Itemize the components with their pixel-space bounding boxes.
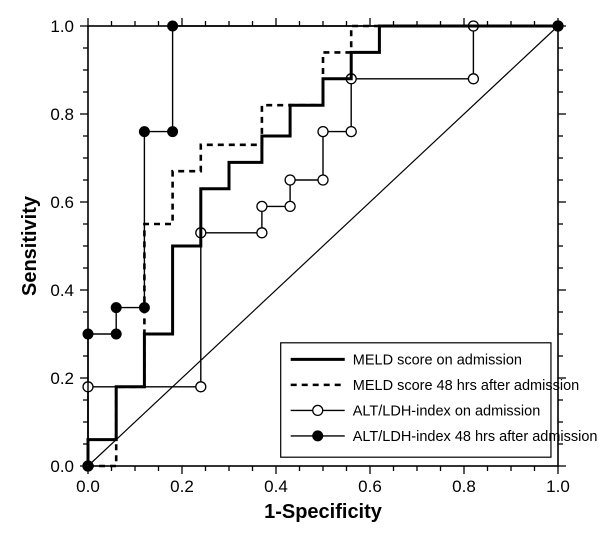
y-tick-label: 1.0 (50, 17, 74, 36)
legend-label: MELD score 48 hrs after admission (353, 378, 579, 394)
marker-altldh_adm (196, 382, 206, 392)
marker-altldh_48 (168, 127, 178, 137)
marker-altldh_48 (111, 329, 121, 339)
legend-sample-marker (313, 431, 323, 441)
marker-altldh_adm (285, 175, 295, 185)
marker-altldh_adm (285, 201, 295, 211)
x-tick-label: 0.2 (170, 477, 194, 496)
marker-altldh_48 (139, 127, 149, 137)
marker-altldh_adm (318, 175, 328, 185)
y-tick-label: 0.0 (50, 457, 74, 476)
legend-label: MELD score on admission (353, 352, 522, 368)
marker-altldh_adm (468, 74, 478, 84)
y-axis-label: Sensitivity (19, 195, 41, 296)
x-tick-label: 0.6 (358, 477, 382, 496)
marker-altldh_48 (168, 21, 178, 31)
marker-altldh_adm (318, 127, 328, 137)
x-tick-label: 0.0 (76, 477, 100, 496)
x-tick-label: 1.0 (546, 477, 570, 496)
x-tick-label: 0.8 (452, 477, 476, 496)
y-tick-label: 0.4 (50, 281, 74, 300)
marker-altldh_adm (346, 127, 356, 137)
x-tick-label: 0.4 (264, 477, 288, 496)
roc-chart: 0.0 0.2 0.4 0.6 0.8 1.0 0.0 0.2 0.4 0.6 0.8 1.0 1-Sp… (0, 0, 600, 548)
y-tick-label: 0.2 (50, 369, 74, 388)
y-tick-label: 0.6 (50, 193, 74, 212)
x-axis-label: 1-Specificity (264, 501, 383, 523)
marker-altldh_adm (257, 201, 267, 211)
legend-sample-marker (313, 405, 323, 415)
legend-label: ALT/LDH-index 48 hrs after admission (353, 429, 598, 445)
marker-altldh_adm (257, 228, 267, 238)
marker-altldh_48 (83, 329, 93, 339)
marker-altldh_48 (111, 303, 121, 313)
chart-svg: 0.0 0.2 0.4 0.6 0.8 1.0 0.0 0.2 0.4 0.6 0.8 1.0 1-Sp… (0, 0, 600, 548)
y-tick-label: 0.8 (50, 105, 74, 124)
legend-label: ALT/LDH-index on admission (353, 403, 541, 419)
